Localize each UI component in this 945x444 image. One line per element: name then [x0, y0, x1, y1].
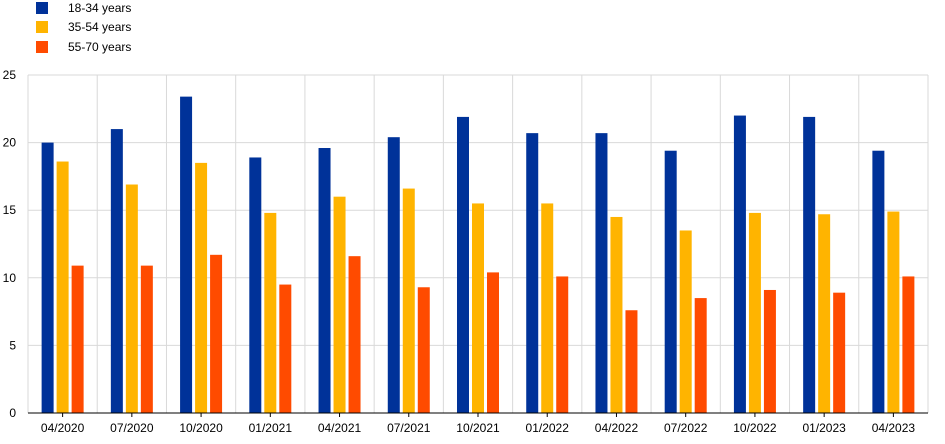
y-tick-label: 25: [3, 68, 17, 82]
x-tick-label: 04/2023: [872, 421, 916, 435]
bar-18-34-years-01-2022: [526, 133, 539, 414]
legend-item-35-54: 35-54 years: [0, 19, 131, 35]
y-tick-label: 20: [3, 136, 17, 150]
x-tick-label: 10/2022: [733, 421, 777, 435]
legend-label-18-34: 18-34 years: [68, 1, 132, 15]
bar-35-54-years-04-2023: [887, 211, 900, 413]
bar-35-54-years-10-2022: [748, 212, 761, 413]
legend-item-55-70: 55-70 years: [0, 39, 131, 55]
legend-item-18-34: 18-34 years: [0, 0, 131, 16]
bar-55-70-years-07-2020: [140, 265, 153, 413]
bar-18-34-years-01-2021: [249, 157, 262, 413]
bar-35-54-years-04-2022: [610, 216, 623, 413]
bar-35-54-years-10-2020: [195, 162, 208, 413]
x-tick-label: 04/2022: [595, 421, 639, 435]
bar-55-70-years-04-2021: [348, 256, 361, 413]
bar-18-34-years-04-2023: [872, 150, 885, 413]
bar-18-34-years-10-2022: [733, 115, 746, 413]
bar-18-34-years-01-2023: [803, 116, 816, 414]
x-tick-label: 01/2021: [249, 421, 293, 435]
bar-55-70-years-04-2020: [71, 265, 84, 413]
bar-35-54-years-07-2022: [679, 230, 692, 413]
bar-55-70-years-04-2022: [625, 310, 638, 413]
bar-55-70-years-10-2020: [210, 254, 223, 413]
bar-55-70-years-01-2023: [833, 292, 846, 413]
bar-35-54-years-10-2021: [472, 203, 484, 413]
x-tick-label: 01/2023: [802, 421, 846, 435]
legend-swatch-35-54: [36, 21, 48, 33]
bar-18-34-years-04-2020: [41, 142, 54, 413]
bar-35-54-years-01-2023: [818, 214, 831, 413]
y-tick-label: 5: [9, 338, 16, 352]
bar-35-54-years-04-2020: [56, 161, 69, 413]
bar-35-54-years-01-2022: [541, 203, 554, 413]
bar-55-70-years-01-2021: [279, 284, 292, 413]
x-tick-label: 01/2022: [526, 421, 570, 435]
bar-18-34-years-10-2020: [180, 96, 193, 413]
bar-18-34-years-04-2022: [595, 133, 608, 414]
bar-55-70-years-01-2022: [556, 276, 569, 413]
bar-55-70-years-07-2021: [417, 287, 430, 413]
x-tick-label: 07/2020: [110, 421, 154, 435]
bar-18-34-years-07-2022: [664, 150, 677, 413]
y-tick-label: 10: [3, 271, 17, 285]
bar-35-54-years-01-2021: [264, 212, 277, 413]
y-tick-label: 0: [9, 406, 16, 420]
bar-35-54-years-07-2021: [402, 188, 415, 413]
bar-35-54-years-07-2020: [125, 184, 138, 413]
x-tick-label: 04/2020: [41, 421, 85, 435]
legend-swatch-55-70: [36, 41, 48, 53]
bar-55-70-years-10-2021: [487, 272, 499, 413]
y-tick-label: 15: [3, 203, 17, 217]
bar-18-34-years-07-2020: [110, 129, 123, 413]
bar-18-34-years-10-2021: [457, 116, 469, 414]
x-tick-label: 07/2021: [387, 421, 431, 435]
legend-label-55-70: 55-70 years: [68, 40, 132, 54]
x-tick-label: 07/2022: [664, 421, 708, 435]
bar-35-54-years-04-2021: [333, 196, 346, 413]
bar-55-70-years-04-2023: [902, 276, 915, 413]
x-tick-label: 10/2021: [456, 421, 500, 435]
bar-18-34-years-04-2021: [318, 148, 331, 413]
bar-55-70-years-10-2022: [763, 289, 776, 413]
x-tick-label: 10/2020: [179, 421, 223, 435]
bar-55-70-years-07-2022: [694, 298, 707, 413]
bar-18-34-years-07-2021: [387, 137, 400, 413]
x-tick-label: 04/2021: [318, 421, 362, 435]
legend-swatch-18-34: [36, 2, 48, 14]
legend-label-35-54: 35-54 years: [68, 20, 132, 34]
